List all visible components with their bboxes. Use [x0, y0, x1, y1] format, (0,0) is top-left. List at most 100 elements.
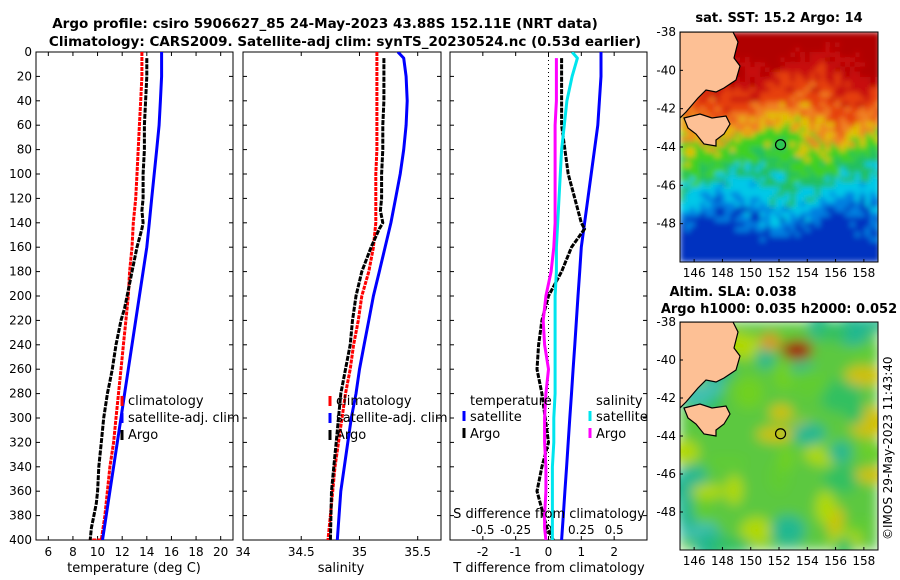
sst-field-cell	[800, 77, 806, 83]
sst-field-cell	[765, 252, 771, 258]
sst-field-cell	[795, 52, 801, 58]
sst-field-cell	[865, 47, 871, 53]
sst-field-cell	[800, 67, 806, 73]
sst-field-cell	[705, 97, 711, 103]
sst-field-cell	[775, 187, 781, 193]
sst-field-cell	[700, 162, 706, 168]
sst-field-cell	[760, 67, 766, 73]
sst-field-cell	[725, 147, 731, 153]
sst-field-cell	[700, 107, 706, 113]
sst-field-cell	[780, 167, 786, 173]
sst-field-cell	[835, 242, 841, 248]
sst-field-cell	[865, 212, 871, 218]
sst-field-cell	[865, 252, 871, 258]
sst-field-cell	[810, 192, 816, 198]
sst-field-cell	[685, 132, 691, 138]
sst-field-cell	[720, 92, 726, 98]
sst-field-cell	[860, 97, 866, 103]
sst-field-cell	[855, 252, 861, 258]
sla-field-blob	[854, 467, 878, 484]
sst-field-cell	[800, 52, 806, 58]
sst-field-cell	[840, 177, 846, 183]
sst-field-cell	[790, 132, 796, 138]
sst-field-cell	[685, 147, 691, 153]
sst-field-cell	[745, 47, 751, 53]
legend-label-temp-argo: Argo	[470, 427, 500, 442]
sst-field-cell	[730, 202, 736, 208]
sst-field-cell	[855, 67, 861, 73]
sst-field-cell	[690, 212, 696, 218]
sst-field-cell	[735, 232, 741, 238]
sst-field-cell	[810, 112, 816, 118]
sst-field-cell	[770, 42, 776, 48]
sst-field-cell	[770, 52, 776, 58]
sst-field-cell	[735, 102, 741, 108]
sst-field-cell	[865, 52, 871, 58]
sst-field-cell	[745, 82, 751, 88]
sst-field-cell	[770, 87, 776, 93]
sst-field-cell	[775, 127, 781, 133]
depth-tick-label: 180	[9, 265, 32, 279]
series-line-satellite-adj-clim	[101, 52, 164, 540]
sst-field-cell	[765, 257, 771, 262]
sst-field-cell	[870, 62, 876, 68]
sst-field-cell	[815, 222, 821, 228]
sst-field-cell	[870, 57, 876, 63]
sst-field-cell	[780, 52, 786, 58]
sst-field-cell	[755, 157, 761, 163]
sst-field-cell	[785, 172, 791, 178]
sst-field-cell	[750, 107, 756, 113]
sst-field-cell	[690, 242, 696, 248]
sst-field-cell	[845, 182, 851, 188]
sst-field-cell	[810, 132, 816, 138]
sst-field-cell	[740, 252, 746, 258]
sst-field-cell	[715, 257, 721, 262]
sst-field-cell	[770, 62, 776, 68]
sst-field-cell	[775, 232, 781, 238]
sst-field-cell	[770, 237, 776, 243]
sst-field-cell	[795, 77, 801, 83]
sst-field-cell	[690, 232, 696, 238]
sst-field-cell	[855, 52, 861, 58]
sst-field-cell	[735, 182, 741, 188]
sst-field-cell	[680, 147, 686, 153]
sst-field-cell	[730, 247, 736, 253]
sst-field-cell	[845, 112, 851, 118]
sla-field-blob	[792, 422, 827, 447]
sst-field-cell	[800, 192, 806, 198]
sst-field-cell	[855, 107, 861, 113]
sst-field-cell	[860, 182, 866, 188]
sst-field-cell	[840, 62, 846, 68]
sst-field-cell	[815, 227, 821, 233]
sst-field-cell	[850, 137, 856, 143]
sst-field-cell	[720, 147, 726, 153]
sst-lon-tick-label: 148	[711, 266, 734, 280]
sst-field-cell	[715, 172, 721, 178]
sst-field-cell	[715, 252, 721, 258]
sst-field-cell	[735, 252, 741, 258]
sst-field-cell	[850, 92, 856, 98]
sst-field-cell	[705, 152, 711, 158]
sst-field-cell	[830, 117, 836, 123]
salinity-axes-frame	[242, 51, 442, 541]
sst-field-cell	[860, 137, 866, 143]
sst-field-cell	[855, 127, 861, 133]
sst-field-cell	[750, 162, 756, 168]
sst-field-cell	[755, 152, 761, 158]
sst-field-cell	[720, 217, 726, 223]
sst-field-cell	[775, 157, 781, 163]
sst-field-cell	[775, 112, 781, 118]
sst-field-cell	[770, 92, 776, 98]
sst-field-cell	[725, 207, 731, 213]
sst-field-cell	[755, 97, 761, 103]
sst-field-cell	[680, 117, 686, 123]
sst-field-cell	[840, 202, 846, 208]
sst-field-cell	[720, 192, 726, 198]
sst-field-cell	[780, 212, 786, 218]
sst-field-cell	[765, 242, 771, 248]
sst-field-cell	[780, 37, 786, 43]
sst-field-cell	[760, 202, 766, 208]
sla-lon-tick-label: 148	[711, 554, 734, 568]
sst-field-cell	[775, 42, 781, 48]
sst-field-cell	[680, 137, 686, 143]
